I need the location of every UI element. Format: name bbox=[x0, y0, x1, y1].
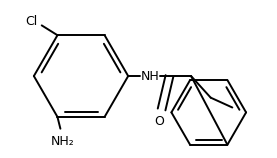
Text: Cl: Cl bbox=[25, 15, 38, 28]
Text: NH₂: NH₂ bbox=[50, 135, 74, 148]
Text: O: O bbox=[155, 115, 165, 128]
Text: NH: NH bbox=[140, 70, 159, 82]
